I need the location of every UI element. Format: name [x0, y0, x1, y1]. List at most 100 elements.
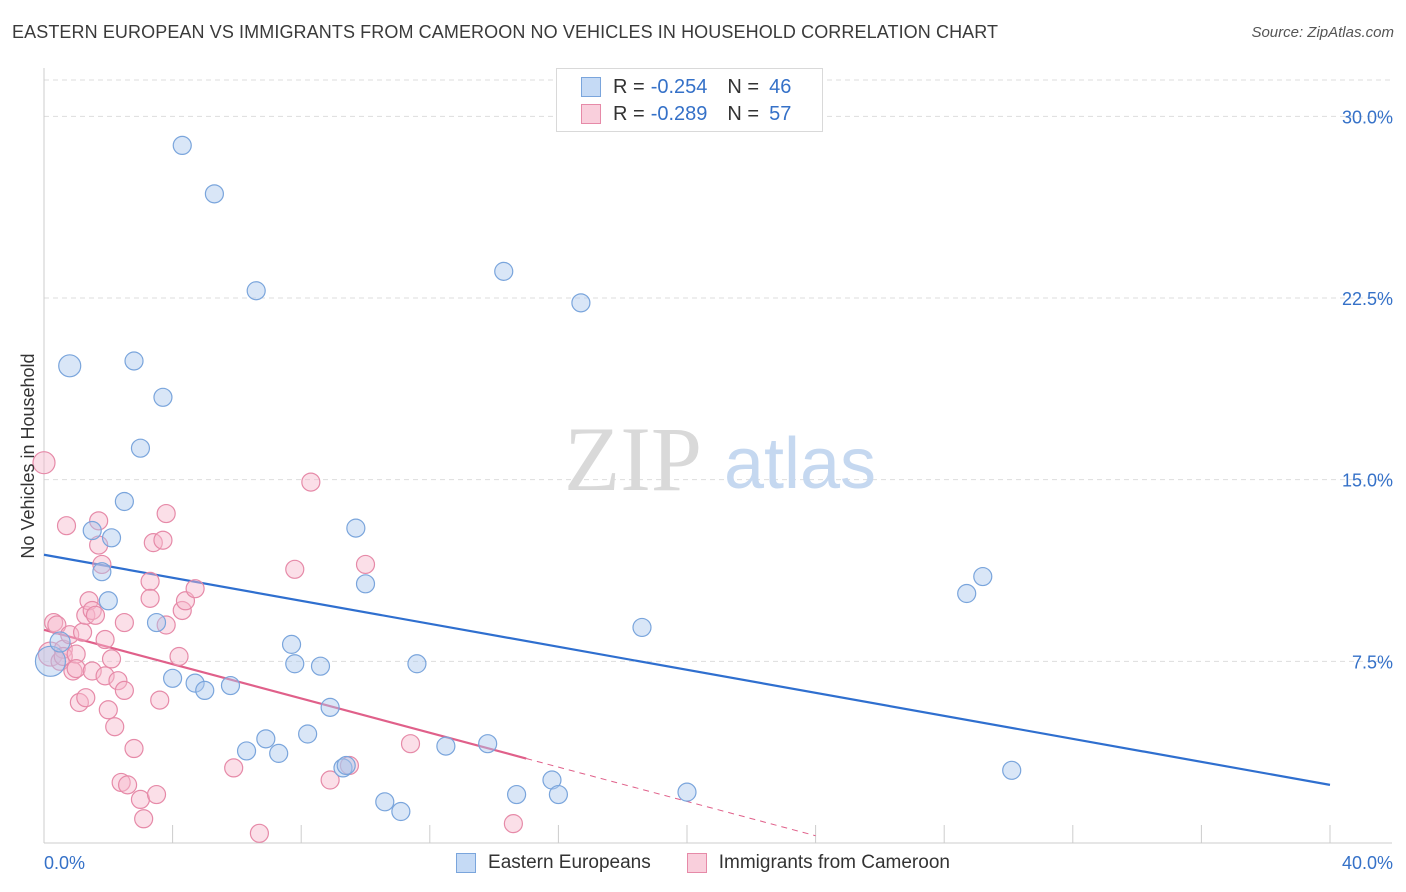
- cameroon-point: [146, 784, 167, 805]
- eastern-european-point: [114, 491, 134, 512]
- cameroon-point: [117, 775, 138, 795]
- cameroon-point: [140, 588, 160, 608]
- y-axis-label: No Vehicles in Household: [18, 353, 38, 558]
- eastern-european-point: [478, 734, 498, 754]
- y-tick-label: 22.5%: [1342, 289, 1393, 309]
- cameroon-point: [92, 554, 112, 575]
- cameroon-point: [108, 671, 128, 691]
- cameroon-point: [101, 649, 122, 669]
- source-label: Source: ZipAtlas.com: [1251, 24, 1394, 41]
- x-tick-label: 0.0%: [44, 853, 85, 873]
- cameroon-point: [134, 809, 154, 829]
- cameroon-point: [156, 503, 176, 524]
- eastern-european-point: [320, 697, 340, 717]
- legend-item-eastern-europeans[interactable]: Eastern Europeans: [456, 852, 651, 874]
- cameroon-point: [224, 758, 244, 778]
- cameroon-point: [140, 571, 160, 592]
- legend-label: Immigrants from Cameroon: [718, 852, 950, 873]
- n-value: 46: [769, 75, 792, 98]
- cameroon-point: [66, 658, 86, 679]
- n-label: N =: [727, 75, 760, 98]
- eastern-european-point: [172, 135, 192, 155]
- x-tick-label: 40.0%: [1342, 853, 1393, 873]
- cameroon-point: [66, 644, 86, 664]
- cameroon-point: [76, 688, 96, 708]
- cameroon-point: [98, 700, 118, 720]
- cameroon-point: [89, 511, 109, 531]
- y-tick-label: 30.0%: [1342, 107, 1393, 127]
- r-label: R =: [613, 75, 645, 98]
- eastern-european-point: [101, 528, 122, 548]
- grid-lines: [44, 79, 1392, 662]
- cameroon-point: [320, 770, 340, 790]
- chart-title: EASTERN EUROPEAN VS IMMIGRANTS FROM CAME…: [12, 22, 999, 42]
- eastern-european-point: [58, 354, 82, 378]
- legend-row-cameroon: R = -0.289 N = 57: [581, 101, 791, 127]
- eastern-european-point: [185, 673, 205, 693]
- cameroon-point: [150, 690, 170, 710]
- cameroon-point: [44, 612, 64, 633]
- eastern-european-point: [98, 591, 118, 611]
- blue-swatch: [456, 853, 477, 873]
- cameroon-point: [105, 717, 125, 737]
- watermark-atlas: atlas: [724, 424, 876, 504]
- cameroon-point: [503, 814, 523, 834]
- pink-swatch: [686, 853, 707, 873]
- cameroon-point: [355, 554, 376, 575]
- eastern-european-point: [163, 668, 183, 688]
- cameroon-point: [114, 680, 134, 701]
- eastern-european-point: [355, 574, 376, 594]
- eastern-european-point: [92, 562, 112, 582]
- cameroon-point: [153, 530, 173, 550]
- eastern-european-point: [375, 792, 395, 812]
- eastern-european-point: [391, 801, 411, 822]
- cameroon-point: [56, 516, 77, 536]
- eastern-european-point: [494, 261, 514, 281]
- n-value: 57: [769, 102, 792, 125]
- watermark-zip: ZIP: [564, 408, 702, 510]
- legend-item-cameroon[interactable]: Immigrants from Cameroon: [686, 852, 950, 874]
- eastern-european-point: [957, 583, 977, 604]
- cameroon-point: [301, 472, 321, 492]
- legend-row-eastern-europeans: R = -0.254 N = 46: [581, 74, 791, 100]
- eastern-european-point: [436, 736, 456, 756]
- eastern-european-point: [269, 743, 289, 763]
- eastern-european-point: [677, 782, 697, 802]
- eastern-european-point: [49, 631, 71, 653]
- eastern-european-point: [246, 281, 266, 301]
- r-label: R =: [613, 102, 645, 125]
- cameroon-point: [185, 579, 205, 599]
- cameroon-point: [249, 823, 270, 843]
- r-value: -0.289: [650, 102, 708, 125]
- tick-labels: 7.5% 15.0% 22.5% 30.0% 0.0% 40.0%: [44, 107, 1393, 873]
- eastern-european-point: [195, 680, 215, 701]
- eastern-european-point: [310, 656, 331, 676]
- eastern-european-point: [82, 520, 102, 541]
- eastern-european-point: [236, 741, 257, 761]
- trend-line-cameroon-extrapolated: [526, 758, 816, 837]
- eastern-european-point: [407, 654, 427, 674]
- eastern-european-point: [507, 784, 527, 805]
- data-points: [32, 135, 1022, 843]
- eastern-european-point: [632, 617, 652, 638]
- cameroon-point: [95, 666, 115, 686]
- cameroon-point: [85, 605, 106, 625]
- pink-swatch: [581, 104, 601, 124]
- r-value: -0.254: [650, 75, 708, 98]
- eastern-european-point: [336, 755, 356, 776]
- eastern-european-point: [256, 729, 276, 749]
- axes: [43, 68, 1392, 844]
- eastern-european-point: [220, 675, 241, 696]
- eastern-european-point: [130, 438, 151, 458]
- correlation-legend: R = -0.254 N = 46 R = -0.289 N = 57: [556, 68, 823, 132]
- eastern-european-point: [1002, 760, 1022, 780]
- eastern-european-point: [204, 184, 224, 204]
- cameroon-point: [124, 738, 144, 759]
- eastern-european-point: [124, 351, 144, 371]
- cameroon-point: [32, 451, 56, 475]
- blue-swatch: [581, 77, 601, 97]
- cameroon-point: [169, 646, 189, 667]
- cameroon-point: [47, 615, 67, 635]
- cameroon-point: [72, 622, 93, 642]
